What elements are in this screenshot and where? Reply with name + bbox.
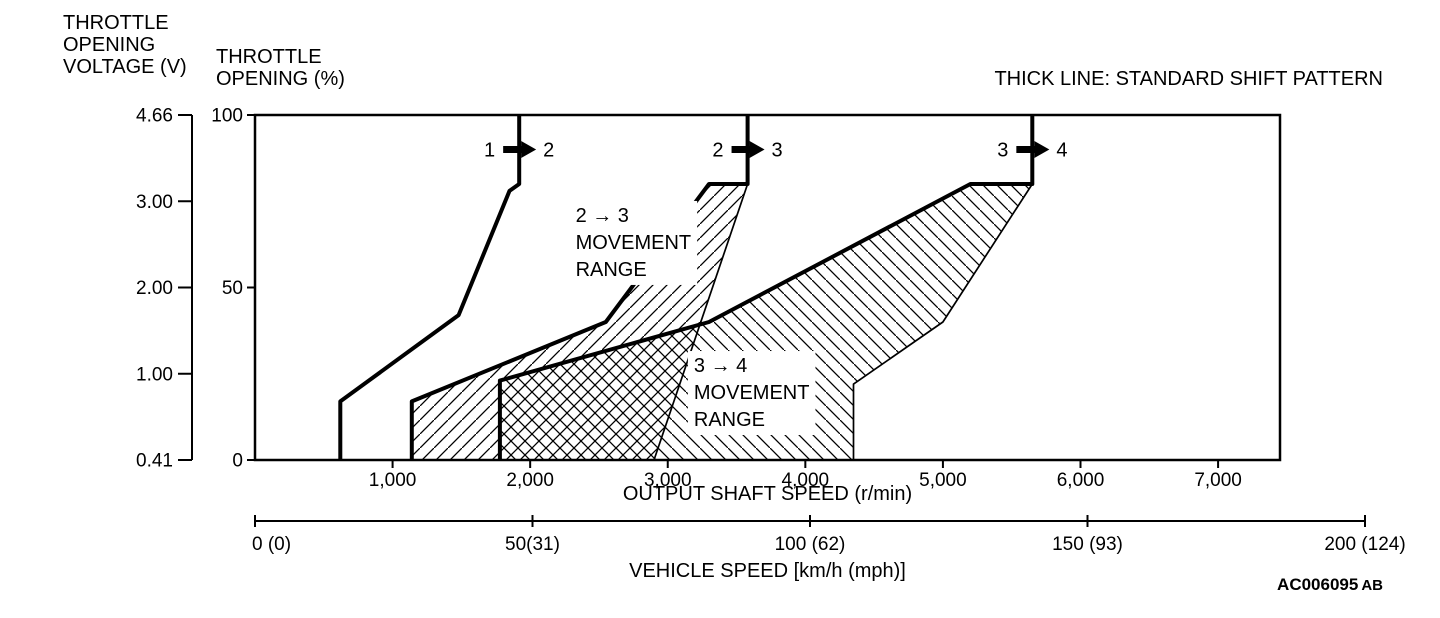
vehicle-tick-label: 0 (0): [252, 534, 291, 555]
y-tick-label: 0: [232, 451, 243, 472]
shift-line-2-3-range-boundary: [653, 183, 749, 461]
x-tick-label: 2,000: [506, 470, 554, 491]
shift-arrow-icon: [503, 141, 537, 158]
region-label: 3 → 4 MOVEMENT RANGE: [694, 355, 810, 431]
throttle-axis-title: THROTTLE OPENING (%): [216, 46, 345, 90]
shift-from-label: 2: [712, 140, 723, 162]
x-tick-label: 5,000: [919, 470, 967, 491]
x-tick-label: 6,000: [1057, 470, 1105, 491]
movement-range-3-4: [499, 184, 1033, 460]
legend-note: THICK LINE: STANDARD SHIFT PATTERN: [994, 68, 1383, 90]
vehicle-axis-label: VEHICLE SPEED [km/h (mph)]: [629, 560, 906, 582]
vehicle-tick-label: 100 (62): [775, 534, 846, 555]
vehicle-tick-label: 150 (93): [1052, 534, 1123, 555]
region-label-bg: [687, 351, 816, 436]
shift-arrow-icon: [1016, 141, 1050, 158]
shift-line-1-2-standard: [338, 115, 522, 460]
axes: 1,000 2,000 3,000 4,000 5,000 6,000 7,000 OUTPU…: [136, 106, 1406, 583]
region-label-line: MOVEMENT: [576, 232, 692, 254]
shift-to-label: 2: [543, 140, 554, 162]
voltage-tick-label: 3.00: [136, 192, 173, 213]
shift-arrow-icon: [731, 141, 765, 158]
voltage-axis-title: THROTTLE OPENING VOLTAGE (V): [63, 12, 187, 78]
figure-code-suffix: AB: [1361, 577, 1383, 594]
shift-to-label: 4: [1056, 140, 1067, 162]
shift-line-3-4-range-boundary: [852, 183, 1034, 460]
shift-from-label: 3: [997, 140, 1008, 162]
region-label-line: MOVEMENT: [694, 382, 810, 404]
figure-code: AC006095 AB: [1277, 575, 1383, 595]
region-label: 2 → 3 MOVEMENT RANGE: [576, 205, 692, 281]
x-tick-label: 4,000: [782, 470, 830, 491]
x-tick-label: 3,000: [644, 470, 692, 491]
vehicle-tick-label: 200 (124): [1324, 534, 1405, 555]
shift-line-3-4-standard: [497, 115, 1035, 460]
shift-from-label: 1: [484, 140, 495, 162]
region-label-line: 3 → 4: [694, 355, 747, 377]
voltage-tick-label: 2.00: [136, 278, 173, 299]
voltage-tick-label: 1.00: [136, 364, 173, 385]
vehicle-tick-label: 50(31): [505, 534, 560, 555]
region-label-bg: [569, 200, 698, 285]
shift-to-label: 3: [772, 140, 783, 162]
region-label-line: RANGE: [694, 409, 765, 431]
voltage-tick-label: 0.41: [136, 451, 173, 472]
voltage-tick-label: 4.66: [136, 106, 173, 127]
x-axis-label: OUTPUT SHAFT SPEED (r/min): [623, 483, 912, 505]
figure-code-main: AC006095: [1277, 575, 1359, 594]
x-tick-label: 1,000: [369, 470, 417, 491]
y-tick-label: 50: [222, 278, 243, 299]
region-label-line: RANGE: [576, 259, 647, 281]
region-label-line: 2 → 3: [576, 205, 629, 227]
x-tick-label: 7,000: [1194, 470, 1242, 491]
y-tick-label: 100: [211, 106, 243, 127]
